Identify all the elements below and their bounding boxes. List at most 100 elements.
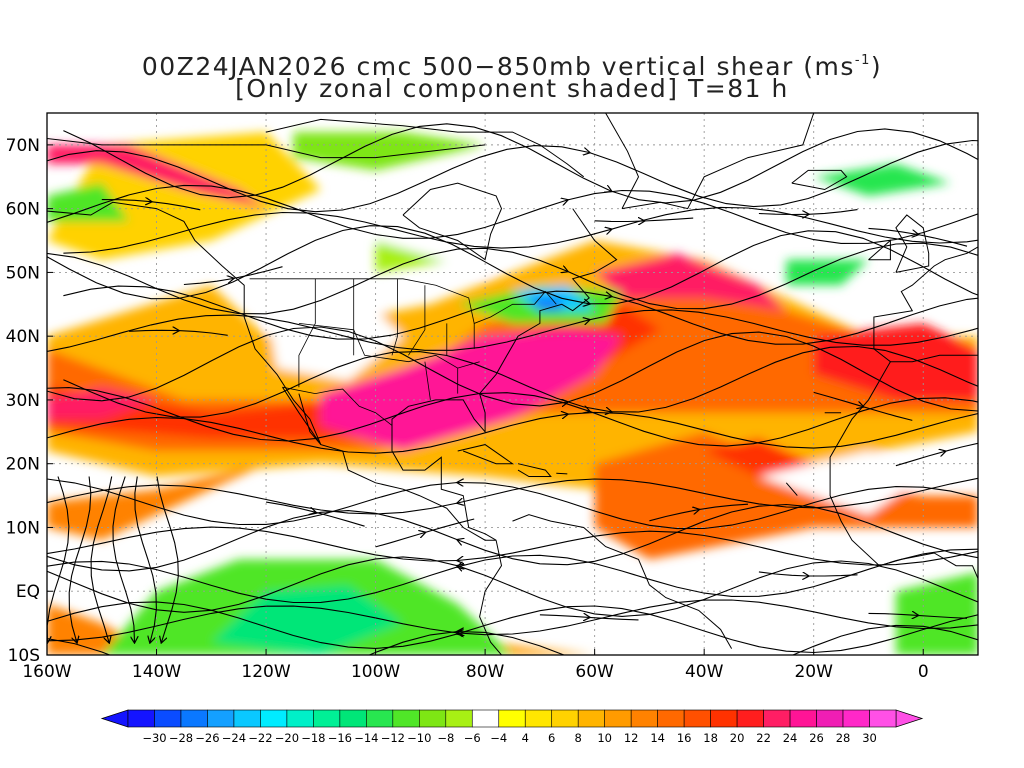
westerly-streamline bbox=[47, 247, 568, 315]
colorbar-level-label: 26 bbox=[809, 731, 824, 745]
westerly-streamline bbox=[47, 145, 590, 213]
shade-south-jet-red bbox=[704, 438, 814, 477]
shade-arctic-green bbox=[293, 132, 486, 171]
colorbar-swatch bbox=[577, 709, 605, 728]
figure-title-line-1: 00Z24JAN2026 cmc 500−850mb vertical shea… bbox=[0, 46, 1024, 82]
short-streamline-tail bbox=[589, 616, 639, 621]
political-border bbox=[298, 278, 316, 388]
short-streamline-tail bbox=[698, 503, 749, 511]
title-text: 00Z24JAN2026 cmc 500−850mb vertical shea… bbox=[141, 52, 855, 81]
westerly-streamline-tail bbox=[610, 128, 978, 204]
easterly-streamline-tail bbox=[47, 560, 458, 604]
short-streamline bbox=[868, 613, 918, 615]
easterly-streamline-tail bbox=[47, 526, 458, 562]
shade-se-pacific-teal bbox=[211, 584, 403, 655]
colorbar-swatch bbox=[710, 709, 738, 728]
lat-tick-label: 10N bbox=[6, 518, 40, 538]
short-streamline-tail bbox=[643, 217, 694, 222]
lat-tick-label: 40N bbox=[6, 327, 40, 347]
meridional-streamline bbox=[156, 476, 179, 643]
westerly-streamline-tail bbox=[611, 345, 978, 413]
colorbar-swatch bbox=[683, 709, 711, 728]
shade-gulf-guinea-green bbox=[895, 572, 978, 655]
colorbar-level-label: −8 bbox=[437, 731, 454, 745]
lat-tick-label: 50N bbox=[6, 263, 40, 283]
short-streamline bbox=[649, 510, 698, 522]
coastline-segment bbox=[479, 540, 503, 655]
westerly-streamline bbox=[63, 351, 611, 418]
easterly-streamline bbox=[458, 548, 978, 597]
short-streamline-tail bbox=[233, 266, 283, 280]
short-streamline bbox=[129, 330, 178, 331]
short-streamline bbox=[266, 501, 315, 512]
lon-tick-label: 160W bbox=[22, 662, 71, 682]
shade-atlantic-core bbox=[594, 253, 787, 311]
colorbar-level-label: 20 bbox=[730, 731, 745, 745]
easterly-streamline bbox=[458, 605, 978, 654]
lon-tick-label: 40W bbox=[685, 662, 724, 682]
easterly-streamline-tail bbox=[47, 484, 458, 515]
lon-tick-label: 140W bbox=[132, 662, 181, 682]
shade-tropic-orange bbox=[47, 463, 267, 541]
colorbar-swatch bbox=[127, 709, 155, 728]
colorbar-level-label: 24 bbox=[783, 731, 798, 745]
political-border bbox=[391, 278, 398, 356]
colorbar-swatch bbox=[260, 709, 288, 728]
colorbar-level-label: 14 bbox=[650, 731, 665, 745]
coastline-segment bbox=[282, 386, 322, 445]
colorbar-swatch bbox=[869, 709, 897, 728]
short-streamline bbox=[813, 391, 863, 406]
shade-nw-green bbox=[47, 183, 130, 222]
colorbar-swatch bbox=[366, 709, 394, 728]
meridional-streamline bbox=[47, 476, 70, 643]
colorbar-level-label: 10 bbox=[597, 731, 612, 745]
colorbar-swatch bbox=[604, 709, 632, 728]
easterly-streamline bbox=[458, 624, 978, 655]
westerly-streamline bbox=[47, 414, 568, 454]
colorbar-swatch bbox=[657, 709, 685, 728]
coastline-segment bbox=[47, 137, 486, 159]
short-streamline bbox=[594, 221, 644, 222]
colorbar-level-label: −6 bbox=[464, 731, 481, 745]
lon-tick-label: 20W bbox=[794, 662, 833, 682]
colorbar-swatch bbox=[339, 709, 367, 728]
short-streamline bbox=[895, 451, 945, 467]
shear-streamlines bbox=[47, 123, 978, 655]
westerly-streamline bbox=[63, 123, 611, 199]
colorbar-level-label: −4 bbox=[490, 731, 507, 745]
short-streamline-tail bbox=[424, 518, 475, 534]
easterly-streamline-tail bbox=[47, 510, 458, 572]
colorbar: −30 −28 −26 −24 −22 −20 −18 −16 −14 −12 −10 −8 −6 −4 4… bbox=[100, 709, 924, 745]
meridional-streamline bbox=[90, 476, 113, 643]
coastline-segment bbox=[47, 201, 497, 541]
lon-tick-label: 80W bbox=[466, 662, 505, 682]
lon-tick-label: 60W bbox=[575, 662, 614, 682]
lon-tick-label: 100W bbox=[351, 662, 400, 682]
colorbar-swatch bbox=[789, 709, 817, 728]
colorbar-level-label: 22 bbox=[756, 731, 771, 745]
short-streamline-tail bbox=[808, 209, 858, 215]
map-frame bbox=[46, 112, 979, 656]
westerly-streamline-tail bbox=[589, 397, 978, 447]
colorbar-swatch bbox=[207, 709, 235, 728]
meridional-streamline bbox=[134, 476, 157, 643]
map-plot-area bbox=[47, 113, 978, 655]
easterly-streamline bbox=[458, 560, 978, 617]
coastline-segment bbox=[517, 463, 552, 477]
easterly-streamline bbox=[458, 477, 978, 509]
colorbar-swatch bbox=[842, 709, 870, 728]
westerly-streamline-tail bbox=[567, 331, 978, 412]
easterly-streamline-tail bbox=[47, 478, 458, 526]
coastline-segment bbox=[556, 472, 568, 475]
westerly-streamline bbox=[47, 184, 568, 239]
short-streamline-tail bbox=[917, 614, 968, 619]
colorbar-level-label: 8 bbox=[575, 731, 582, 745]
easterly-streamline bbox=[458, 503, 978, 566]
coastline-segment bbox=[785, 482, 798, 496]
westerly-streamline-tail bbox=[589, 230, 978, 305]
short-streamline-tail bbox=[151, 201, 201, 211]
westerly-streamline bbox=[47, 326, 568, 406]
coastline-segment bbox=[605, 113, 640, 209]
coastline-segment bbox=[457, 444, 515, 465]
short-streamline bbox=[758, 214, 808, 215]
